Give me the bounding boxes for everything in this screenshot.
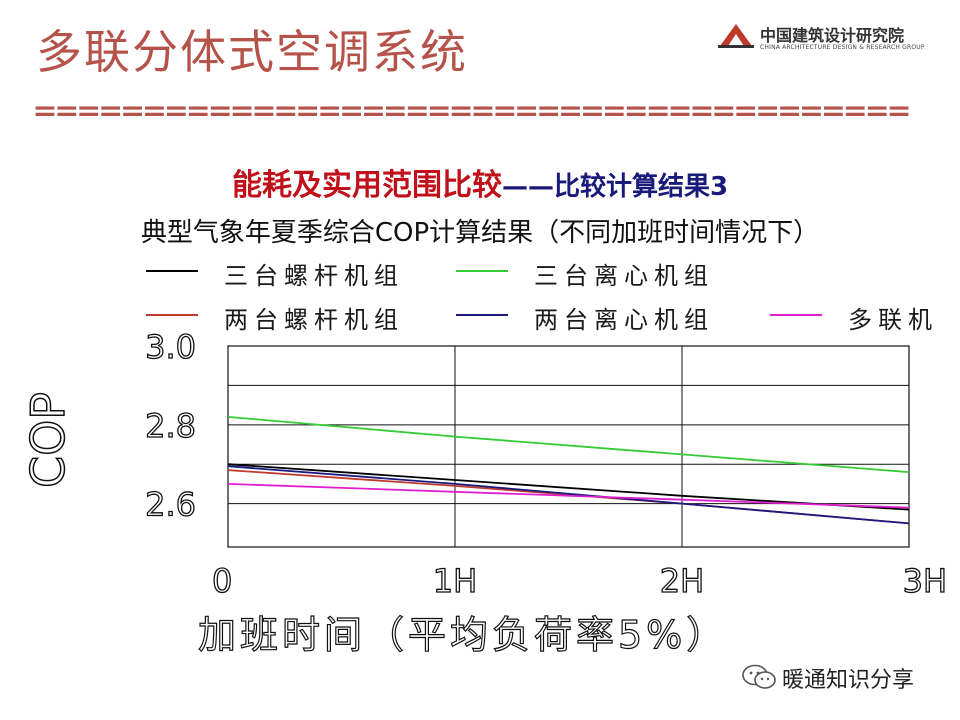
legend-swatch-0 [146, 270, 198, 272]
plot-frame [227, 345, 910, 548]
title-divider: ======================================== [34, 98, 910, 122]
x-tick-label-2: 2H [660, 562, 704, 600]
wechat-icon [742, 664, 776, 689]
legend-swatch-1 [456, 270, 508, 272]
watermark-text: 暖通知识分享 [782, 668, 915, 693]
series-line-3 [227, 465, 910, 525]
divider-text: ======================================== [34, 98, 910, 122]
chart-grid [227, 345, 910, 548]
series-line-1 [227, 416, 910, 473]
x-tick-label-1: 1H [433, 562, 477, 600]
legend-swatch-4 [770, 314, 822, 316]
legend-label-2: 两台螺杆机组 [224, 306, 404, 334]
logo-mark-icon [718, 24, 754, 48]
y-tick-label-1: 2.8 [145, 407, 196, 445]
legend-swatch-2 [146, 314, 198, 316]
legend-label-0: 三台螺杆机组 [224, 262, 404, 290]
legend-label-4: 多联机 [848, 306, 938, 334]
y-axis-title: COP [21, 392, 75, 488]
logo: 中国建筑设计研究院 CHINA ARCHITECTURE DESIGN & RE… [718, 18, 933, 58]
headline-main: 能耗及实用范围比较 [231, 168, 502, 203]
series-line-0 [227, 463, 910, 511]
legend-swatch-3 [456, 314, 508, 316]
headline: 能耗及实用范围比较——比较计算结果3 [0, 160, 960, 204]
x-tick-label-0: 0 [212, 562, 232, 600]
series-line-2 [227, 469, 910, 525]
legend-label-1: 三台离心机组 [534, 262, 714, 290]
logo-subtitle: CHINA ARCHITECTURE DESIGN & RESEARCH GRO… [760, 44, 925, 51]
chart-subtitle: 典型气象年夏季综合COP计算结果（不同加班时间情况下） [140, 218, 820, 248]
headline-suffix: ——比较计算结果3 [501, 172, 729, 202]
series-line-4 [227, 483, 910, 509]
y-tick-label-2: 3.0 [145, 328, 196, 366]
x-axis-title: 加班时间（平均负荷率5%） [197, 612, 729, 657]
slide-title: 多联分体式空调系统 [36, 25, 468, 79]
chart-series [227, 416, 910, 525]
y-tick-label-0: 2.6 [145, 486, 196, 524]
x-tick-label-3: 3H [903, 562, 947, 600]
chart-ticks: 2.6 2.8 3.0 0 1H 2H 3H [144, 327, 947, 600]
legend-label-3: 两台离心机组 [534, 306, 714, 334]
logo-name: 中国建筑设计研究院 [760, 26, 905, 45]
